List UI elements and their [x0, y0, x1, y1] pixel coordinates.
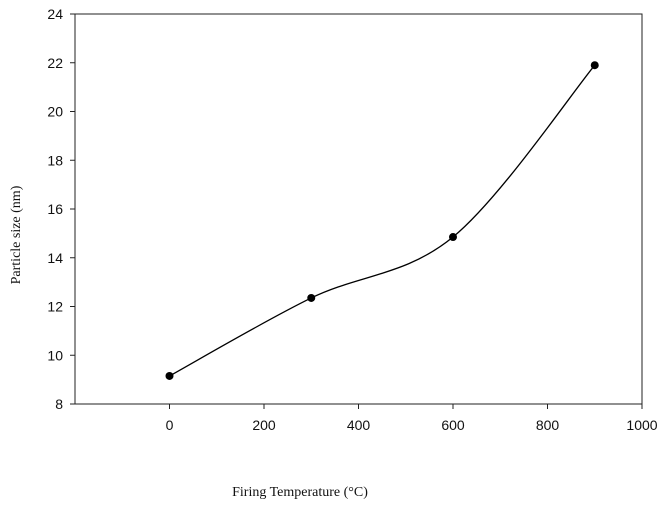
x-tick-label: 200 [252, 417, 276, 433]
y-tick-label: 22 [47, 55, 63, 71]
data-point [165, 371, 174, 380]
y-axis-ticks: 8 10 12 14 16 18 20 22 24 [47, 6, 75, 412]
x-tick-label: 400 [347, 417, 371, 433]
x-tick-label: 800 [536, 417, 560, 433]
data-point [307, 293, 316, 302]
x-tick-label: 0 [166, 417, 174, 433]
y-tick-label: 12 [47, 299, 63, 315]
y-tick-label: 14 [47, 250, 63, 266]
y-tick-label: 10 [47, 347, 63, 363]
y-tick-label: 8 [55, 396, 63, 412]
x-axis-label: Firing Temperature (°C) [232, 485, 368, 500]
data-point [449, 233, 457, 242]
y-axis-label: Particle size (nm) [9, 185, 24, 284]
series-group [165, 61, 599, 380]
series-line [169, 64, 596, 377]
y-tick-label: 16 [47, 201, 63, 217]
y-tick-label: 24 [47, 6, 63, 22]
x-axis-ticks: 0 200 400 600 800 1000 [166, 404, 658, 433]
plot-border [74, 13, 643, 405]
y-tick-label: 20 [47, 104, 63, 120]
x-tick-label: 600 [441, 417, 465, 433]
plot-frame [74, 13, 643, 405]
y-tick-label: 18 [47, 152, 63, 168]
x-tick-label: 1000 [626, 417, 657, 433]
data-point [590, 61, 599, 70]
